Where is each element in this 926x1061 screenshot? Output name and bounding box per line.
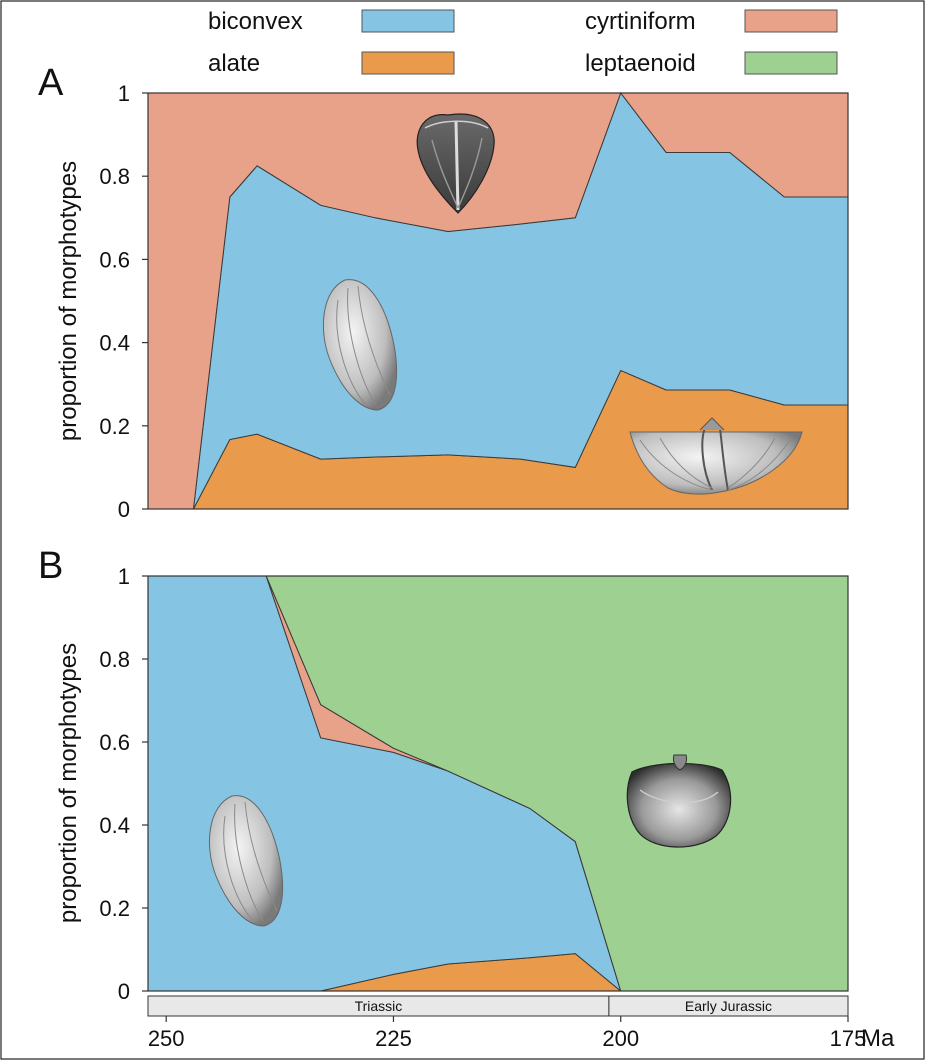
legend-swatch-biconvex bbox=[361, 9, 455, 33]
panel-b-y-axis: 0 0.2 0.4 0.6 0.8 1 bbox=[99, 564, 148, 1004]
panel-a-y-tick-label: 0.2 bbox=[99, 414, 130, 439]
legend-label-biconvex: biconvex bbox=[208, 8, 303, 35]
panel-b-illustrations bbox=[209, 754, 732, 927]
legend-item-cyrtiniform: cyrtiniform bbox=[585, 8, 838, 35]
panel-b: B 0 0.2 0.4 0.6 0.8 1 proportion of morphotyp… bbox=[38, 545, 849, 1004]
period-band: Triassic Early Jurassic bbox=[147, 995, 849, 1017]
panel-a: A 00.20.40.60.81 proport bbox=[38, 62, 849, 522]
biconvex-shell-illustration-b bbox=[209, 795, 284, 927]
panel-a-y-tick-label: 0.8 bbox=[99, 164, 130, 189]
alate-shell-illustration bbox=[629, 417, 803, 495]
legend-item-biconvex: biconvex bbox=[208, 8, 455, 35]
x-axis-unit: Ma bbox=[861, 1025, 895, 1052]
panel-b-y-tick-label: 0.8 bbox=[99, 647, 130, 672]
legend-swatch-alate bbox=[361, 51, 455, 75]
x-tick-label: 250 bbox=[148, 1026, 185, 1051]
period-label-triassic: Triassic bbox=[355, 998, 403, 1014]
panel-b-y-tick-label: 0.6 bbox=[99, 730, 130, 755]
legend-swatch-cyrtiniform bbox=[744, 9, 838, 33]
panel-b-y-tick-label: 0 bbox=[118, 979, 130, 1004]
panel-b-plot-frame bbox=[147, 575, 849, 992]
x-tick-label: 175 bbox=[830, 1026, 867, 1051]
panel-b-y-axis-title: proportion of morphotypes bbox=[55, 643, 82, 923]
panel-b-y-tick-label: 1 bbox=[118, 564, 130, 589]
x-axis: 250 225 200 175 bbox=[148, 1016, 867, 1051]
panel-a-y-axis: 0 0.2 0.4 0.6 0.8 1 bbox=[99, 81, 148, 522]
x-tick-label: 225 bbox=[375, 1026, 412, 1051]
period-label-early-jurassic: Early Jurassic bbox=[685, 998, 772, 1014]
panel-a-y-tick-label: 0 bbox=[118, 497, 130, 522]
panel-b-label: B bbox=[38, 545, 63, 587]
panel-a-y-tick-label: 0.4 bbox=[99, 331, 130, 356]
panel-a-y-tick-label: 1 bbox=[118, 81, 130, 106]
biconvex-shell-illustration bbox=[322, 279, 398, 411]
legend: biconvex alate cyrtiniform leptaenoid bbox=[208, 8, 838, 77]
leptaenoid-shell-illustration bbox=[626, 754, 732, 848]
legend-label-leptaenoid: leptaenoid bbox=[585, 50, 696, 77]
panel-a-plot-frame bbox=[147, 92, 849, 510]
x-tick-label: 200 bbox=[602, 1026, 639, 1051]
panel-b-y-tick-label: 0.2 bbox=[99, 896, 130, 921]
legend-swatch-leptaenoid bbox=[744, 51, 838, 75]
period-box-early-jurassic bbox=[608, 995, 849, 1017]
panel-b-areas bbox=[147, 575, 849, 992]
panel-a-label: A bbox=[38, 62, 64, 104]
legend-label-cyrtiniform: cyrtiniform bbox=[585, 8, 696, 35]
panel-a-y-axis-title: proportion of morphotypes bbox=[55, 161, 82, 441]
legend-item-leptaenoid: leptaenoid bbox=[585, 50, 838, 77]
legend-label-alate: alate bbox=[208, 50, 260, 77]
panel-a-y-tick-label: 0.6 bbox=[99, 247, 130, 272]
panel-a-illustrations bbox=[322, 113, 803, 495]
cyrtiniform-shell-illustration bbox=[416, 113, 495, 214]
panel-b-y-tick-label: 0.4 bbox=[99, 813, 130, 838]
legend-item-alate: alate bbox=[208, 50, 455, 77]
